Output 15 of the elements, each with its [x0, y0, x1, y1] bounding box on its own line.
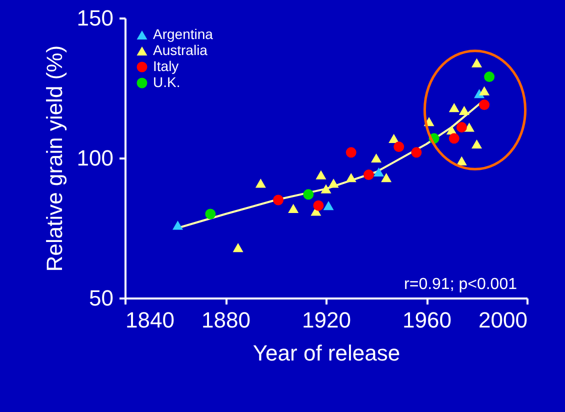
x-tick-label: 1840 [126, 308, 174, 332]
annotation: r=0.91; p<0.001 [404, 276, 518, 293]
legend-label: Australia [153, 42, 208, 58]
x-tick-label: 1960 [402, 308, 452, 332]
legend-label: Italy [153, 58, 179, 74]
x-tick-label: 2000 [478, 308, 528, 332]
x-tick-label: 1920 [302, 308, 351, 332]
y-axis-title: Relative grain yield (%) [42, 45, 67, 272]
legend-label: Argentina [153, 26, 214, 42]
y-tick-label: 50 [89, 286, 114, 310]
legend-label: U.K. [153, 74, 180, 90]
x-tick-label: 1880 [202, 308, 250, 332]
x-axis-title: Year of release [252, 340, 400, 366]
y-tick-label: 100 [76, 146, 114, 170]
y-tick-label: 150 [76, 6, 114, 30]
